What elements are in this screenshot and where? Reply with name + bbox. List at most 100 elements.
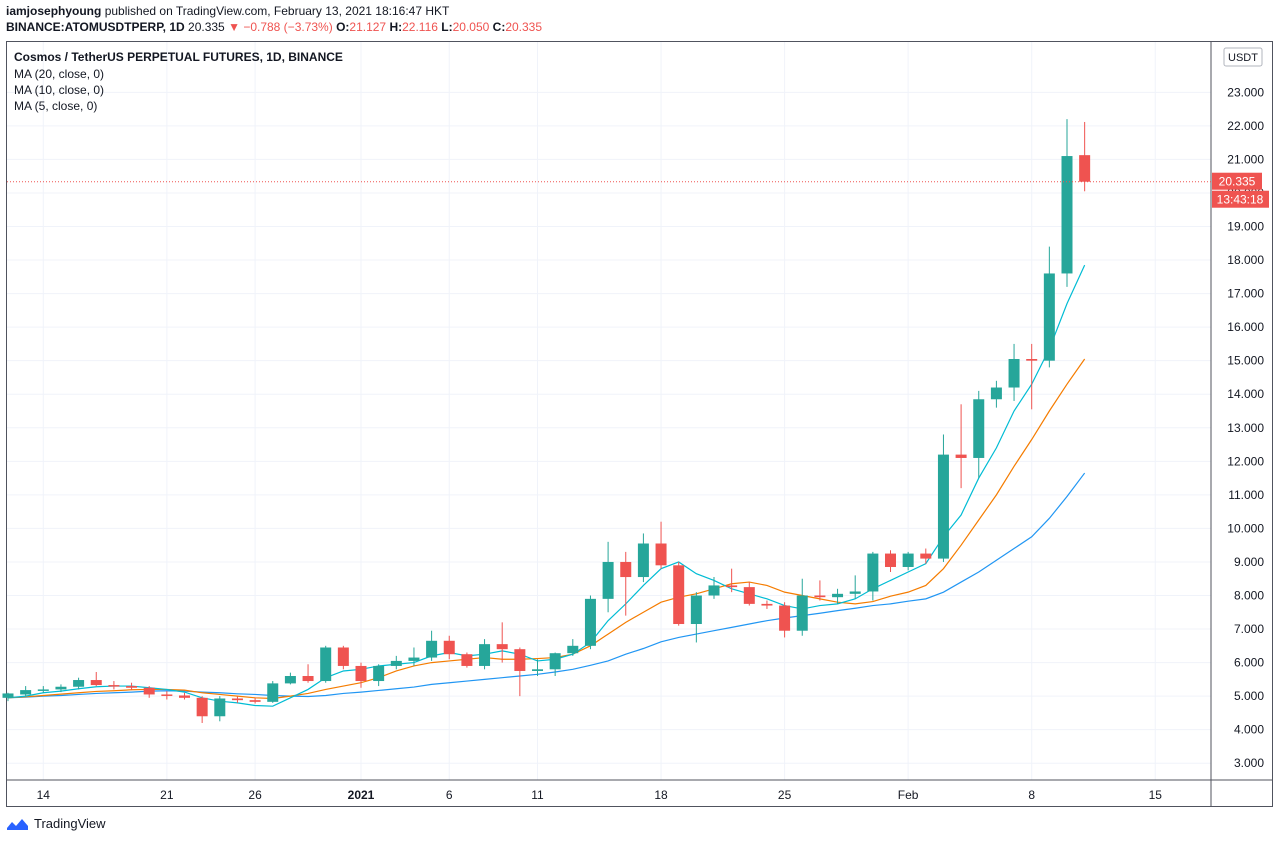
y-tick-label: 13.000 xyxy=(1227,421,1264,435)
candle-body xyxy=(337,647,349,666)
candle-body xyxy=(355,665,367,682)
candle-body xyxy=(143,687,155,695)
author-name[interactable]: iamjosephyoung xyxy=(6,4,102,18)
candle-body xyxy=(461,654,473,666)
y-tick-label: 5.000 xyxy=(1234,689,1264,703)
tradingview-footer[interactable]: TradingView xyxy=(6,816,106,831)
y-tick-label: 12.000 xyxy=(1227,454,1264,468)
y-tick-label: 19.000 xyxy=(1227,220,1264,234)
candle-body xyxy=(108,685,120,687)
y-tick-label: 10.000 xyxy=(1227,521,1264,535)
price-change: −0.788 (−3.73%) xyxy=(243,20,333,34)
x-tick-label: 21 xyxy=(160,788,174,802)
published-text: published on TradingView.com, February 1… xyxy=(104,4,450,18)
candle-body xyxy=(2,693,14,698)
y-tick-label: 18.000 xyxy=(1227,253,1264,267)
candle-body xyxy=(443,640,455,655)
candle-body xyxy=(390,660,402,666)
x-tick-label: 18 xyxy=(654,788,668,802)
candle-body xyxy=(1043,273,1055,361)
candle-body xyxy=(231,698,243,701)
candle-body xyxy=(673,565,685,625)
candle-body xyxy=(902,553,914,567)
y-tick-label: 8.000 xyxy=(1234,589,1264,603)
candle-body xyxy=(708,585,720,596)
moving-average-lines xyxy=(7,264,1086,707)
candle-body xyxy=(73,680,85,687)
high-value: 22.116 xyxy=(402,20,438,34)
x-tick-label: 8 xyxy=(1028,788,1035,802)
candle-body xyxy=(796,595,808,631)
x-tick-label: 15 xyxy=(1149,788,1163,802)
candle-body xyxy=(214,698,226,717)
candle-body xyxy=(549,653,561,670)
candle-body xyxy=(302,676,314,682)
candle-body xyxy=(620,561,632,578)
candle-body xyxy=(920,553,932,559)
candle-body xyxy=(514,649,526,671)
low-value: 20.050 xyxy=(452,20,490,34)
candle-body xyxy=(373,665,385,682)
candle-body xyxy=(814,595,826,598)
y-tick-label: 11.000 xyxy=(1228,488,1264,502)
y-tick-label: 14.000 xyxy=(1227,387,1264,401)
symbol-info-line: BINANCE:ATOMUSDTPERP, 1D 20.335 ▼ −0.788… xyxy=(6,20,542,34)
countdown-badge xyxy=(1212,190,1269,208)
candle-body xyxy=(20,690,32,695)
candle-body xyxy=(743,587,755,604)
candle-body xyxy=(37,689,49,691)
legend-ma5[interactable]: MA (5, close, 0) xyxy=(14,99,98,113)
candle-body xyxy=(973,399,985,458)
symbol-name: BINANCE:ATOMUSDTPERP, 1D xyxy=(6,20,185,34)
x-tick-label: 25 xyxy=(778,788,792,802)
candle-body xyxy=(196,697,208,717)
countdown-label: 13:43:18 xyxy=(1217,193,1264,207)
candle-body xyxy=(479,644,491,666)
candle-body xyxy=(937,454,949,559)
candle-body xyxy=(532,669,543,671)
y-tick-label: 9.000 xyxy=(1234,555,1264,569)
candle-body xyxy=(602,561,614,599)
down-arrow-icon: ▼ xyxy=(228,20,240,34)
y-tick-label: 3.000 xyxy=(1234,756,1264,770)
candle-body xyxy=(832,593,844,598)
y-tick-label: 7.000 xyxy=(1234,622,1264,636)
candle-body xyxy=(179,695,190,698)
x-tick-label: Feb xyxy=(898,788,919,802)
tradingview-brand: TradingView xyxy=(34,816,106,831)
candle-body xyxy=(90,680,102,686)
candle-body xyxy=(1079,155,1091,182)
candle-body xyxy=(761,603,773,606)
last-price-badge xyxy=(1212,172,1262,190)
publisher-line: iamjosephyoung published on TradingView.… xyxy=(6,4,449,18)
legend-ma20[interactable]: MA (20, close, 0) xyxy=(14,67,105,81)
candle-body xyxy=(655,543,667,566)
ma-line xyxy=(7,472,1086,699)
x-tick-label: 2021 xyxy=(348,788,375,802)
x-tick-label: 14 xyxy=(37,788,51,802)
y-tick-label: 4.000 xyxy=(1234,723,1264,737)
last-price-label: 20.335 xyxy=(1219,175,1256,189)
y-tick-label: 17.000 xyxy=(1227,287,1264,301)
candle-body xyxy=(267,683,279,702)
high-label: H: xyxy=(389,20,403,34)
candle-body xyxy=(867,553,879,592)
candle-body xyxy=(1008,359,1020,388)
candle-body xyxy=(496,644,508,650)
x-tick-label: 11 xyxy=(531,788,544,802)
candle-body xyxy=(955,454,967,458)
open-label: O: xyxy=(336,20,350,34)
chart-frame[interactable] xyxy=(6,41,1273,807)
candle-body xyxy=(161,694,173,696)
candle-body xyxy=(885,553,896,567)
candle-body xyxy=(249,700,261,702)
y-tick-label: 23.000 xyxy=(1227,85,1264,99)
candle-body xyxy=(320,647,332,682)
candle-body xyxy=(726,585,738,588)
x-tick-label: 6 xyxy=(446,788,453,802)
y-tick-label: 6.000 xyxy=(1234,656,1264,670)
legend-ma10[interactable]: MA (10, close, 0) xyxy=(14,83,105,97)
candle-body xyxy=(567,645,579,654)
close-label: C: xyxy=(492,20,506,34)
